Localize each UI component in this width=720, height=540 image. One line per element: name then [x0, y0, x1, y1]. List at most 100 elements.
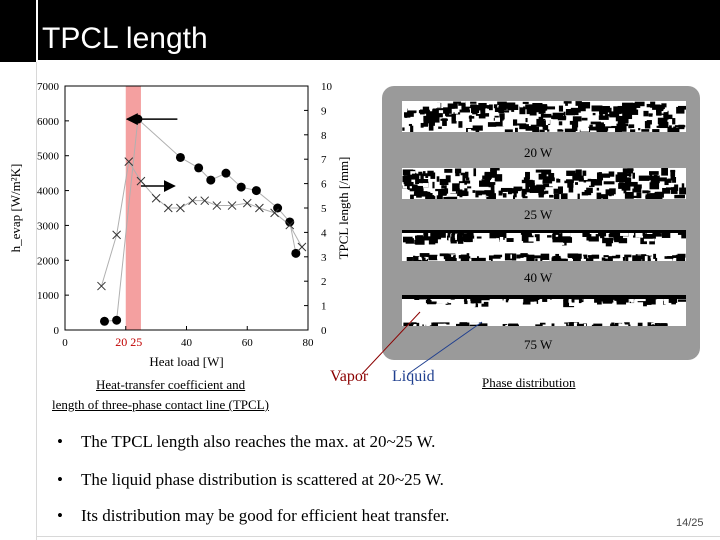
strip-texture-blob — [494, 174, 503, 182]
strip-texture-blob — [499, 236, 504, 243]
strip-texture-blob — [624, 254, 632, 258]
strip-texture-blob — [611, 101, 614, 105]
strip-texture-blob — [436, 176, 440, 182]
strip-texture-blob — [549, 182, 560, 187]
strip-texture-blob — [453, 101, 462, 104]
strip-texture-blob — [521, 179, 533, 184]
strip-texture-blob — [526, 108, 533, 115]
strip-texture-blob — [577, 193, 580, 199]
strip-texture-blob — [582, 182, 590, 188]
strip-texture-blob — [442, 118, 447, 126]
strip-texture-blob — [444, 188, 449, 196]
strip-texture-blob — [681, 234, 686, 239]
strip-texture-blob — [460, 322, 471, 326]
strip-texture-blob — [423, 120, 429, 127]
strip-texture-blob — [643, 298, 647, 307]
x-tick-label: 0 — [62, 337, 68, 349]
strip-texture-blob — [662, 123, 667, 127]
strip-texture-blob — [451, 233, 459, 241]
strip-texture-blob — [596, 192, 602, 199]
strip-texture-blob — [408, 323, 414, 326]
strip-texture-blob — [672, 176, 677, 183]
strip-texture-blob — [668, 298, 678, 303]
strip-texture-blob — [599, 111, 608, 115]
strip-texture-blob — [511, 104, 519, 110]
strip-texture-blob — [509, 323, 519, 326]
strip-texture-blob — [525, 126, 536, 131]
strip-texture-blob — [444, 168, 453, 173]
strip-texture-blob — [409, 186, 417, 192]
strip-texture-blob — [420, 122, 424, 128]
strip-texture-blob — [411, 173, 419, 177]
bullet-dot: • — [57, 506, 63, 525]
tpcl-point — [285, 220, 295, 230]
phase-strip-25w — [402, 168, 686, 199]
phase-strip-20w — [402, 101, 686, 132]
strip-texture-blob — [439, 178, 449, 186]
bottom-rule — [36, 536, 720, 537]
strip-texture-blob — [423, 115, 433, 121]
strip-texture-blob — [646, 103, 654, 108]
strip-texture-blob — [560, 253, 567, 258]
strip-texture-blob — [486, 191, 495, 196]
strip-texture-blob — [461, 103, 470, 112]
strip-texture-blob — [544, 190, 549, 194]
strip-texture-blob — [678, 238, 682, 244]
strip-texture-blob — [409, 233, 419, 240]
strip-texture-blob — [663, 109, 668, 113]
strip-texture-blob — [540, 253, 550, 260]
strip-texture-blob — [636, 192, 642, 199]
strip-texture-blob — [653, 253, 657, 259]
strip-texture-blob — [622, 112, 633, 120]
strip-texture-blob — [403, 172, 410, 176]
strip-texture-blob — [618, 238, 628, 244]
strip-texture-blob — [557, 129, 564, 132]
title-divider — [36, 0, 38, 62]
strip-texture-blob — [445, 175, 451, 183]
strip-texture-blob — [568, 322, 577, 326]
strip-texture-blob — [531, 255, 542, 259]
strip-texture-blob — [567, 181, 574, 188]
strip-texture-blob — [563, 299, 575, 308]
strip-texture-blob — [467, 128, 476, 132]
strip-texture-blob — [605, 238, 612, 247]
strip-texture-blob — [495, 183, 501, 190]
strip-texture-blob — [464, 238, 475, 246]
strip-texture-blob — [531, 182, 535, 191]
strip-texture-blob — [629, 237, 640, 242]
strip-texture-blob — [431, 297, 442, 302]
strip-texture-blob — [588, 126, 599, 131]
strip-texture-blob — [646, 297, 657, 305]
strip-texture-blob — [402, 232, 409, 240]
strip-texture-blob — [542, 176, 551, 182]
strip-texture-blob — [536, 184, 546, 190]
strip-texture-blob — [618, 118, 629, 124]
strip-texture-blob — [656, 125, 663, 128]
strip-texture-blob — [407, 174, 418, 180]
strip-texture-blob — [600, 234, 605, 239]
strip-texture-blob — [493, 104, 498, 109]
strip-texture-blob — [605, 171, 615, 177]
tpcl-point — [97, 281, 106, 291]
strip-texture-blob — [634, 101, 645, 107]
strip-texture-blob — [535, 169, 542, 173]
y-right-tick-label: 1 — [321, 301, 327, 313]
heat-transfer-chart: 0 1000 2000 3000 4000 5000 6000 7000 0 1 2 3 4 5 6 7 8 9 1… — [8, 81, 351, 369]
strip-texture-blob — [431, 237, 435, 242]
strip-texture-blob — [525, 182, 530, 191]
strip-texture-blob — [406, 184, 410, 190]
strip-texture-blob — [603, 181, 615, 185]
strip-texture-blob — [675, 324, 679, 326]
strip-texture-blob — [636, 298, 646, 301]
strip-texture-blob — [635, 230, 643, 238]
strip-texture-blob — [423, 171, 426, 177]
strip-texture-blob — [420, 236, 431, 241]
strip-texture-blob — [657, 117, 668, 125]
strip-texture-blob — [542, 298, 548, 302]
strip-texture-blob — [557, 258, 566, 261]
strip-texture-blob — [624, 322, 630, 325]
strip-texture-blob — [514, 127, 518, 132]
strip-texture-blob — [538, 188, 545, 196]
hevap-point — [285, 217, 295, 227]
strip-texture-blob — [440, 118, 448, 121]
